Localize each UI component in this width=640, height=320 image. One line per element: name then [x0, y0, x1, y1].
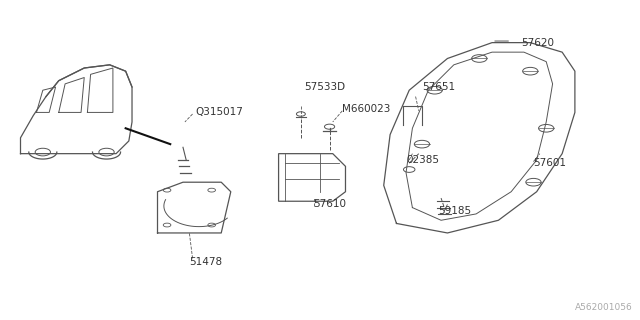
Text: A562001056: A562001056 [575, 303, 632, 312]
Text: 57610: 57610 [314, 199, 347, 209]
Text: Q315017: Q315017 [196, 108, 244, 117]
Text: 51478: 51478 [189, 257, 223, 267]
Text: 59185: 59185 [438, 206, 471, 216]
Text: 02385: 02385 [406, 155, 439, 165]
Text: 57620: 57620 [521, 38, 554, 48]
Text: 57601: 57601 [534, 158, 566, 168]
Text: 57651: 57651 [422, 82, 455, 92]
Text: 57533D: 57533D [304, 82, 345, 92]
Text: M660023: M660023 [342, 104, 390, 114]
